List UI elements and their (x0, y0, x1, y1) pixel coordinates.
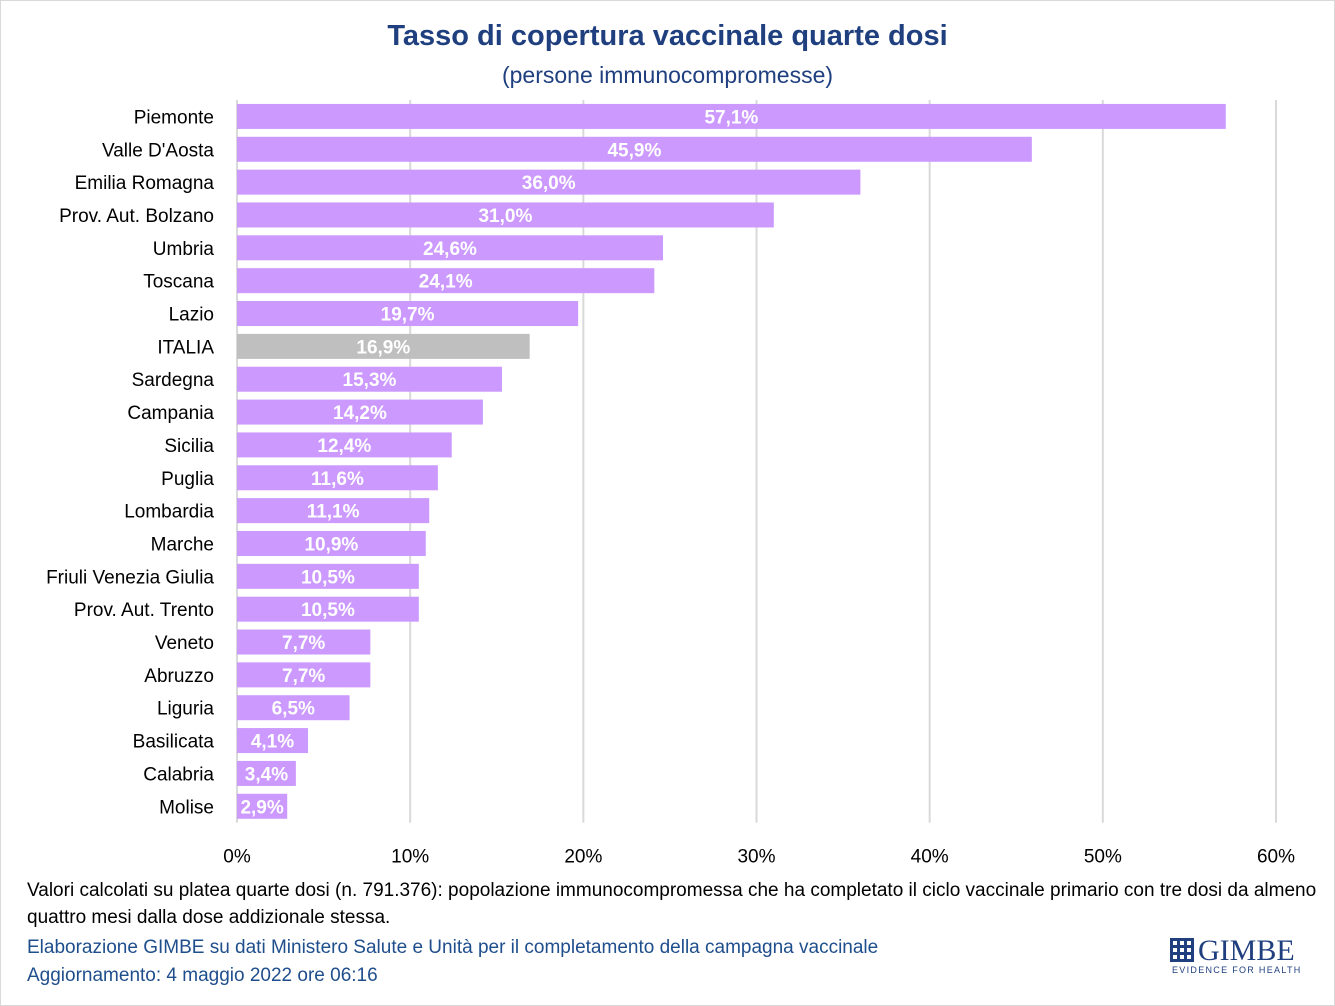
category-label: Calabria (143, 764, 214, 785)
category-label: Emilia Romagna (75, 173, 215, 194)
category-label: Sardegna (132, 370, 215, 391)
bar (237, 760, 296, 786)
bar (237, 268, 655, 294)
bar (237, 629, 371, 655)
bar (237, 169, 861, 195)
bar (237, 728, 308, 754)
data-label: 24,6% (423, 239, 477, 260)
data-label: 2,9% (240, 797, 283, 818)
credit-source: Elaborazione GIMBE su dati Ministero Sal… (27, 937, 879, 958)
data-label: 11,6% (311, 469, 364, 490)
credit-update: Aggiornamento: 4 maggio 2022 ore 06:16 (27, 965, 378, 986)
bar (237, 498, 430, 524)
logo-tagline: EVIDENCE FOR HEALTH (1172, 965, 1302, 975)
category-label: ITALIA (157, 337, 214, 358)
bar (237, 301, 579, 327)
category-label: Veneto (155, 633, 214, 654)
data-label: 11,1% (307, 502, 360, 523)
data-label: 10,5% (301, 567, 355, 588)
bar (237, 333, 530, 359)
data-label: 14,2% (333, 403, 387, 424)
logo-wordmark: GIMBE (1198, 934, 1295, 967)
chart-subtitle: (persone immunocompromesse) (501, 62, 834, 88)
data-label: 3,4% (245, 764, 288, 785)
data-label: 10,5% (301, 600, 355, 621)
data-label: 24,1% (419, 272, 473, 293)
category-label: Molise (159, 797, 214, 818)
data-label: 6,5% (272, 699, 315, 720)
gimbe-logo: GIMBE EVIDENCE FOR HEALTH (1170, 934, 1310, 978)
x-tick-label: 20% (564, 847, 602, 868)
category-label: Sicilia (164, 436, 214, 457)
bar (237, 432, 452, 458)
bar (237, 530, 426, 556)
gimbe-grid-icon (1170, 938, 1194, 962)
x-tick-label: 50% (1084, 847, 1122, 868)
data-label: 57,1% (704, 107, 758, 128)
category-label: Umbria (153, 239, 215, 260)
category-label: Abruzzo (144, 666, 214, 687)
data-label: 16,9% (356, 337, 410, 358)
bar-chart: 0% 10% 20% 30% 40% 50% 60% Piemonte 57,1% Valle D… (46, 100, 1295, 868)
bar (237, 235, 663, 261)
bar (237, 793, 288, 819)
bar (237, 596, 419, 622)
bar (237, 103, 1226, 129)
data-label: 10,9% (304, 534, 358, 555)
category-label: Piemonte (134, 107, 214, 128)
data-label: 7,7% (282, 666, 325, 687)
category-label: Lombardia (124, 502, 214, 523)
category-label: Liguria (157, 699, 214, 720)
bar (237, 465, 438, 491)
data-label: 15,3% (343, 370, 397, 391)
category-label: Valle D'Aosta (102, 140, 214, 161)
category-label: Toscana (143, 272, 214, 293)
x-tick-label: 10% (391, 847, 429, 868)
category-label: Lazio (169, 305, 214, 326)
x-tick-label: 0% (223, 847, 251, 868)
data-label: 12,4% (317, 436, 371, 457)
x-tick-label: 40% (911, 847, 949, 868)
data-label: 7,7% (282, 633, 325, 654)
category-label: Marche (151, 534, 214, 555)
category-label: Puglia (161, 469, 214, 490)
data-label: 19,7% (381, 305, 435, 326)
category-label: Friuli Venezia Giulia (46, 567, 214, 588)
x-tick-label: 60% (1257, 847, 1295, 868)
data-label: 45,9% (607, 140, 661, 161)
bar (237, 366, 502, 392)
data-label: 31,0% (478, 206, 532, 227)
bar (237, 399, 483, 425)
category-label: Prov. Aut. Trento (74, 600, 214, 621)
category-label: Prov. Aut. Bolzano (59, 206, 214, 227)
chart-title: Tasso di copertura vaccinale quarte dosi (387, 20, 948, 52)
data-label: 36,0% (522, 173, 576, 194)
bar (237, 695, 350, 721)
category-label: Basilicata (133, 732, 215, 753)
x-tick-label: 30% (737, 847, 775, 868)
category-label: Campania (127, 403, 214, 424)
bar (237, 662, 371, 688)
data-label: 4,1% (251, 732, 294, 753)
bar (237, 136, 1032, 162)
bar (237, 202, 774, 228)
bar (237, 563, 419, 589)
footnote: Valori calcolati su platea quarte dosi (… (27, 880, 1317, 928)
